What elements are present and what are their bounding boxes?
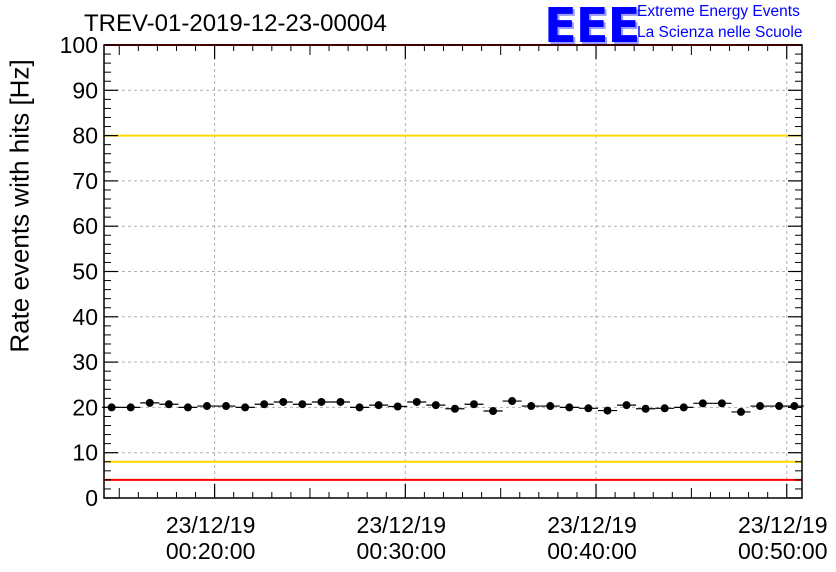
logo-line-2: La Scienza nelle Scuole [637, 24, 803, 41]
logo-line-1: Extreme Energy Events [637, 3, 800, 20]
y-tick-label: 100 [60, 32, 98, 58]
data-point [202, 402, 211, 411]
y-tick-label: 20 [72, 394, 98, 420]
data-point [546, 402, 555, 411]
data-point [145, 398, 154, 407]
data-point [241, 403, 250, 412]
data-point [317, 397, 326, 406]
data-point [374, 401, 383, 410]
y-tick-label: 70 [72, 168, 98, 194]
y-tick-label: 30 [72, 349, 98, 375]
data-point [431, 401, 440, 410]
y-tick-label: 0 [85, 485, 98, 511]
data-point [126, 403, 135, 412]
data-point [489, 407, 498, 416]
x-tick-date-label: 23/12/19 [166, 512, 256, 538]
y-tick-label: 80 [72, 123, 98, 149]
data-point [584, 404, 593, 413]
data-point [279, 397, 288, 406]
x-tick-date-label: 23/12/19 [547, 512, 637, 538]
x-tick-time-label: 00:50:00 [738, 538, 828, 564]
data-point [183, 403, 192, 412]
data-point [698, 399, 707, 408]
y-tick-label: 40 [72, 304, 98, 330]
y-tick-label: 50 [72, 259, 98, 285]
data-point [790, 402, 799, 411]
reference-lines [104, 44, 802, 481]
data-point [775, 402, 784, 411]
data-point [298, 400, 307, 409]
data-point [469, 400, 478, 409]
y-tick-label: 60 [72, 213, 98, 239]
data-point [603, 406, 612, 415]
data-point [393, 402, 402, 411]
data-point [717, 399, 726, 408]
tick-labels: 010203040506070809010023/12/1900:20:0023… [60, 32, 828, 564]
data-point [679, 403, 688, 412]
x-tick-date-label: 23/12/19 [357, 512, 447, 538]
x-tick-time-label: 00:40:00 [547, 538, 637, 564]
x-tick-time-label: 00:20:00 [166, 538, 256, 564]
data-point [412, 397, 421, 406]
y-axis-label: Rate events with hits [Hz] [4, 59, 35, 353]
data-point [222, 402, 231, 411]
data-point [565, 403, 574, 412]
data-point [641, 404, 650, 413]
run-title: TREV-01-2019-12-23-00004 [84, 10, 387, 37]
data-point [336, 397, 345, 406]
data-point [527, 402, 536, 411]
data-point [164, 400, 173, 409]
data-point [260, 400, 269, 409]
x-tick-date-label: 23/12/19 [738, 512, 828, 538]
data-point [355, 403, 364, 412]
data-point [450, 404, 459, 413]
data-point [736, 407, 745, 416]
data-point [660, 404, 669, 413]
data-point [756, 402, 765, 411]
axis-ticks [104, 44, 802, 499]
data-point [622, 401, 631, 410]
data-points [102, 397, 804, 416]
data-point [508, 397, 517, 406]
grid [104, 45, 802, 498]
y-tick-label: 90 [72, 77, 98, 103]
x-tick-time-label: 00:30:00 [357, 538, 447, 564]
eee-logo: EEE [544, 0, 640, 54]
y-tick-label: 10 [72, 440, 98, 466]
